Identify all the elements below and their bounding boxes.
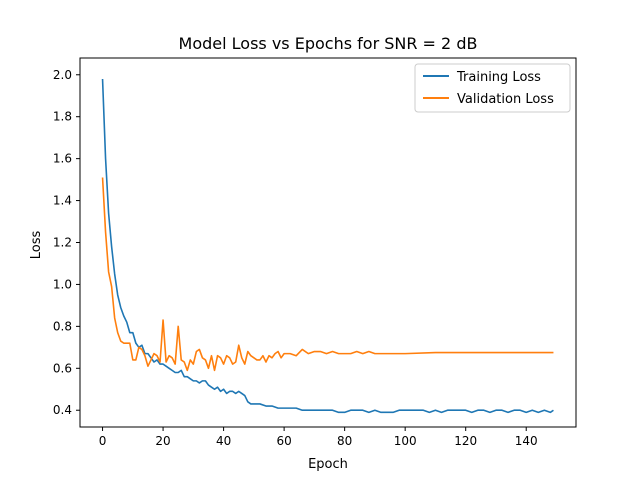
x-tick-label: 20 (155, 434, 170, 448)
y-tick-label: 0.4 (53, 403, 72, 417)
x-axis-label: Epoch (308, 457, 348, 472)
plot-frame (79, 57, 577, 428)
x-tick-label: 100 (394, 434, 417, 448)
legend-label: Validation Loss (457, 92, 554, 107)
validation-loss-line (101, 177, 554, 372)
y-tick-label: 0.6 (53, 361, 72, 375)
legend-box (414, 63, 571, 113)
legend-label: Training Loss (456, 70, 541, 85)
x-tick-label: 60 (276, 434, 291, 448)
training-loss-line (101, 78, 554, 414)
y-tick-label: 1.6 (53, 152, 72, 166)
chart-title: Model Loss vs Epochs for SNR = 2 dB (179, 34, 478, 53)
y-tick-label: 1.2 (53, 236, 72, 250)
y-axis-ticks: 0.4 0.6 0.8 1.0 1.2 1.4 1.6 1.8 2.0 (53, 68, 80, 417)
y-axis-label: Loss (29, 231, 44, 260)
y-tick-label: 2.0 (53, 68, 72, 82)
plot-area (79, 57, 577, 428)
series-layer (101, 78, 554, 414)
x-tick-label: 120 (454, 434, 477, 448)
legend: Training Loss Validation Loss (414, 63, 571, 113)
x-tick-label: 0 (99, 434, 107, 448)
y-tick-label: 1.8 (53, 110, 72, 124)
x-tick-label: 140 (515, 434, 538, 448)
y-tick-label: 1.4 (53, 194, 72, 208)
y-tick-label: 0.8 (53, 319, 72, 333)
y-tick-label: 1.0 (53, 277, 72, 291)
x-tick-label: 40 (216, 434, 231, 448)
x-axis-ticks: 0 20 40 60 80 100 120 140 (99, 427, 538, 448)
x-tick-label: 80 (337, 434, 352, 448)
